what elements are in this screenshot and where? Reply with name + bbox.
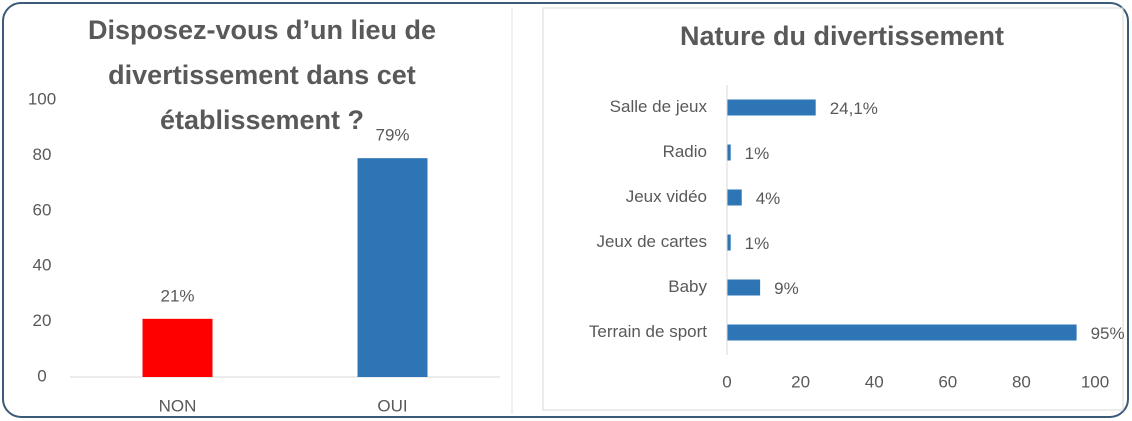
x-tick-label: 40 xyxy=(865,372,884,391)
x-tick-label: 0 xyxy=(722,372,731,391)
x-tick-label: 80 xyxy=(1012,372,1031,391)
value-label: 9% xyxy=(774,279,799,298)
bar xyxy=(727,324,1077,341)
bar xyxy=(727,144,731,161)
bar xyxy=(727,234,731,251)
chart-title: Disposez-vous d’un lieu de xyxy=(88,15,436,45)
value-label: 79% xyxy=(375,126,409,145)
chart-title: Nature du divertissement xyxy=(680,21,1004,51)
y-tick-label: Baby xyxy=(668,277,707,296)
value-label: 4% xyxy=(756,189,781,208)
x-tick-label: 20 xyxy=(791,372,810,391)
y-tick-label: 100 xyxy=(28,89,56,108)
value-label: 1% xyxy=(745,144,770,163)
y-tick-label: Salle de jeux xyxy=(610,97,708,116)
x-tick-label: 100 xyxy=(1081,372,1109,391)
bar xyxy=(727,279,761,296)
y-tick-label: 0 xyxy=(37,366,46,385)
x-tick-label: 60 xyxy=(938,372,957,391)
panel-frame xyxy=(542,7,1124,411)
y-tick-label: 40 xyxy=(33,256,52,275)
y-tick-label: Jeux vidéo xyxy=(626,187,707,206)
bar xyxy=(727,189,742,206)
x-tick-label: NON xyxy=(159,396,197,415)
y-tick-label: Terrain de sport xyxy=(589,322,707,341)
bar xyxy=(142,318,213,377)
bar xyxy=(357,158,428,377)
chart-title: établissement ? xyxy=(160,105,364,135)
bar xyxy=(727,99,816,116)
value-label: 21% xyxy=(160,286,194,305)
y-tick-label: 20 xyxy=(33,311,52,330)
y-tick-label: Radio xyxy=(663,142,707,161)
value-label: 24,1% xyxy=(830,99,878,118)
chart-title: divertissement dans cet xyxy=(108,60,416,90)
x-tick-label: OUI xyxy=(377,396,407,415)
y-tick-label: Jeux de cartes xyxy=(596,232,707,251)
value-label: 95% xyxy=(1091,324,1125,343)
y-tick-label: 80 xyxy=(33,145,52,164)
value-label: 1% xyxy=(745,234,770,253)
y-tick-label: 60 xyxy=(33,200,52,219)
